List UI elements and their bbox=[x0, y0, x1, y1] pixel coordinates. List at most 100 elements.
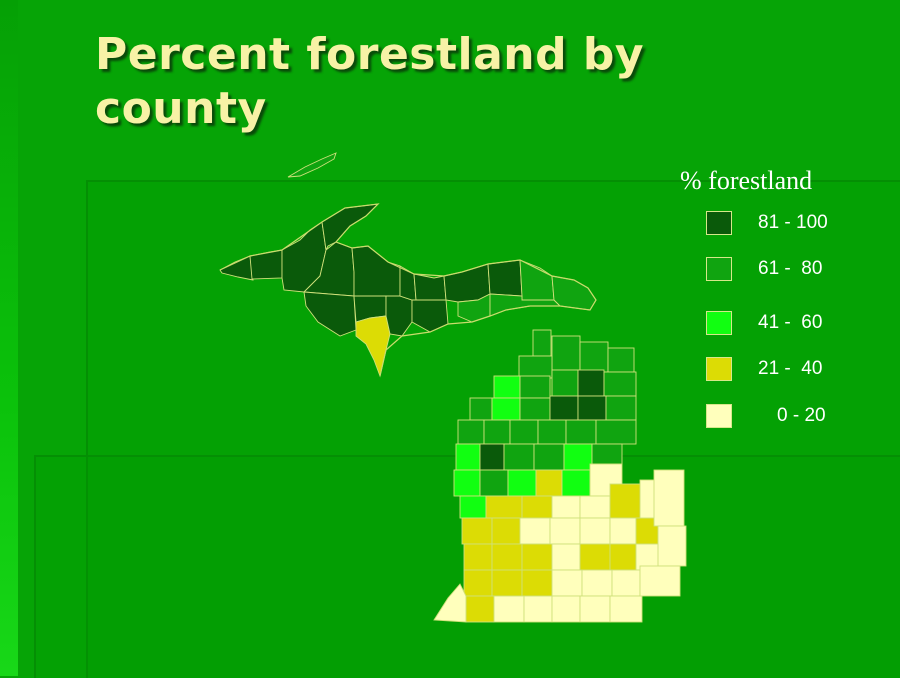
county bbox=[385, 295, 413, 337]
legend-label: 21 - 40 bbox=[758, 358, 823, 379]
county bbox=[581, 569, 613, 597]
county bbox=[653, 469, 685, 527]
county bbox=[479, 443, 505, 471]
county bbox=[519, 397, 551, 421]
county bbox=[413, 273, 447, 301]
county bbox=[591, 443, 623, 465]
county bbox=[491, 397, 521, 421]
county bbox=[457, 419, 485, 445]
county bbox=[321, 203, 380, 252]
county bbox=[579, 495, 611, 519]
county bbox=[521, 569, 553, 597]
county bbox=[465, 595, 495, 623]
county bbox=[455, 443, 481, 471]
county bbox=[551, 369, 579, 397]
legend-item: 21 - 40 bbox=[706, 357, 866, 387]
county bbox=[537, 419, 567, 445]
county bbox=[433, 583, 467, 623]
county bbox=[503, 443, 535, 471]
county bbox=[579, 517, 611, 545]
county bbox=[609, 517, 637, 545]
county bbox=[551, 335, 581, 371]
legend-swatch bbox=[706, 257, 732, 281]
county bbox=[518, 355, 553, 379]
county bbox=[249, 249, 283, 280]
county bbox=[605, 395, 637, 421]
legend-label: 61 - 80 bbox=[758, 258, 823, 279]
county bbox=[611, 569, 641, 597]
county bbox=[303, 291, 357, 337]
county bbox=[519, 375, 551, 399]
legend-item: 61 - 80 bbox=[706, 257, 866, 287]
county bbox=[493, 595, 525, 623]
county bbox=[603, 371, 637, 397]
county bbox=[463, 569, 493, 597]
county bbox=[579, 341, 609, 373]
county bbox=[565, 419, 597, 445]
county bbox=[549, 395, 579, 421]
county bbox=[551, 495, 581, 519]
county bbox=[491, 517, 521, 545]
legend-swatch bbox=[706, 211, 732, 235]
county bbox=[532, 329, 552, 357]
county bbox=[491, 569, 523, 597]
legend-swatch bbox=[706, 404, 732, 428]
county bbox=[443, 263, 491, 303]
county bbox=[595, 419, 637, 445]
county bbox=[521, 543, 553, 571]
county bbox=[579, 543, 611, 571]
county bbox=[493, 375, 521, 399]
legend-item: 0 - 20 bbox=[706, 404, 866, 434]
county bbox=[519, 517, 551, 545]
county bbox=[491, 543, 523, 571]
county bbox=[551, 595, 581, 623]
county bbox=[551, 569, 583, 597]
legend-swatch bbox=[706, 357, 732, 381]
county bbox=[577, 369, 605, 397]
county-isle-royale bbox=[287, 152, 337, 178]
county bbox=[521, 495, 553, 519]
lower-peninsula-counties bbox=[433, 329, 687, 623]
county bbox=[561, 469, 591, 497]
county bbox=[219, 255, 254, 281]
county bbox=[657, 525, 687, 567]
slide-title: Percent forestland by county bbox=[95, 29, 645, 134]
county bbox=[351, 245, 401, 297]
county bbox=[411, 299, 449, 333]
county bbox=[483, 419, 511, 445]
county bbox=[549, 517, 581, 545]
county bbox=[507, 469, 537, 497]
legend-swatch bbox=[706, 311, 732, 335]
county bbox=[551, 275, 597, 311]
legend-label: 41 - 60 bbox=[758, 312, 823, 333]
county bbox=[609, 595, 643, 623]
county bbox=[533, 443, 565, 471]
county bbox=[609, 543, 637, 571]
county bbox=[453, 469, 481, 497]
background-strip bbox=[0, 0, 18, 676]
county bbox=[463, 543, 493, 571]
legend-label: 81 - 100 bbox=[758, 212, 828, 233]
county bbox=[519, 259, 555, 301]
county bbox=[535, 469, 563, 497]
legend-label: 0 - 20 bbox=[777, 405, 826, 426]
county bbox=[479, 469, 509, 497]
county bbox=[509, 419, 539, 445]
county bbox=[459, 495, 487, 519]
county bbox=[639, 565, 681, 597]
county bbox=[523, 595, 553, 623]
county bbox=[579, 595, 611, 623]
county bbox=[607, 347, 635, 373]
county bbox=[563, 443, 593, 471]
county bbox=[469, 397, 493, 421]
county bbox=[487, 259, 523, 297]
county bbox=[485, 495, 523, 519]
county bbox=[551, 543, 581, 571]
county bbox=[355, 315, 391, 378]
legend-item: 41 - 60 bbox=[706, 311, 866, 341]
coastline bbox=[219, 203, 597, 377]
county bbox=[461, 517, 493, 545]
county bbox=[577, 395, 607, 421]
legend-item: 81 - 100 bbox=[706, 211, 866, 241]
